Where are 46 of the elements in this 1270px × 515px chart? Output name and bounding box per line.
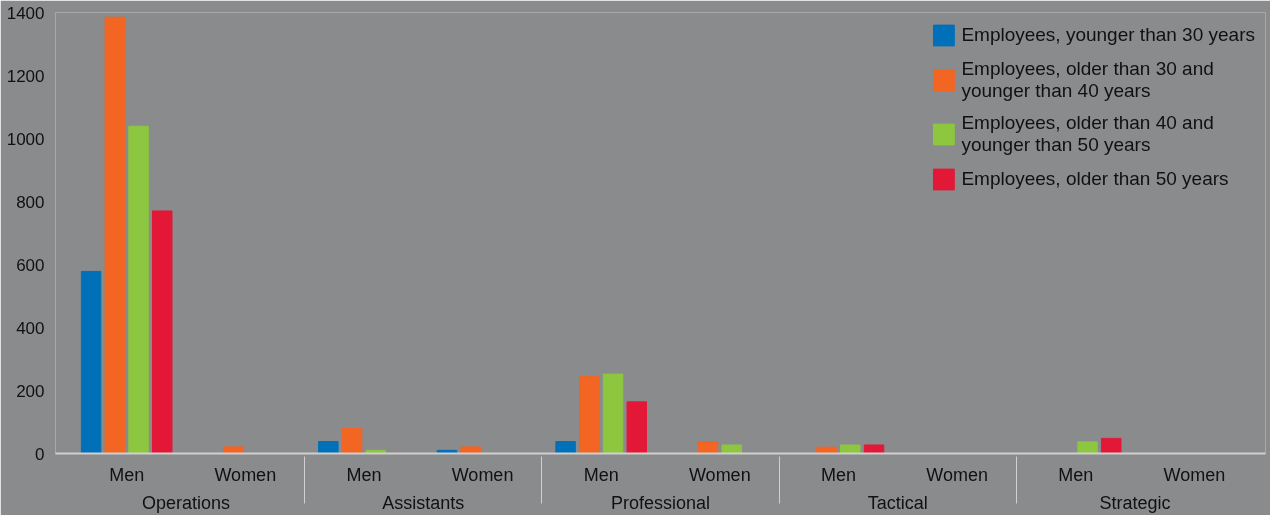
text: Strategic <box>1099 492 1171 513</box>
legend-label: Employees, older than 50 years <box>961 168 1229 190</box>
x-tick-label: Men <box>820 464 856 485</box>
bar <box>128 125 149 454</box>
bar <box>460 446 481 454</box>
y-tick-label: 1200 <box>6 66 45 86</box>
y-tick-label: 200 <box>16 381 45 401</box>
bar <box>104 16 126 454</box>
y-tick-label: 800 <box>16 192 45 212</box>
bar <box>863 444 885 454</box>
text: Assistants <box>382 492 465 513</box>
y-tick-label: 0 <box>35 444 45 464</box>
bar <box>1077 441 1098 454</box>
bar <box>152 210 173 454</box>
legend-label: Employees, younger than 30 years <box>961 24 1255 46</box>
bar <box>223 446 244 454</box>
x-tick-label: Men <box>1058 464 1094 485</box>
bar <box>80 270 102 454</box>
bar <box>697 441 719 454</box>
x-tick-label: Women <box>451 464 514 485</box>
legend-label: Employees, older than 40 and younger than 50 years <box>961 112 1214 156</box>
x-tick-label: Women <box>926 464 988 485</box>
y-tick-label: 600 <box>16 255 45 275</box>
bar <box>721 444 742 454</box>
bar <box>626 401 647 454</box>
x-tick-label: Men <box>346 464 382 485</box>
bar <box>1101 437 1122 454</box>
y-tick-label: 400 <box>16 318 45 338</box>
x-tick-label: Women <box>214 464 277 485</box>
y-tick-label: 1000 <box>6 129 45 149</box>
legend-label: Employees, older than 30 and younger than 40 years <box>961 58 1214 102</box>
bar <box>341 427 363 454</box>
x-tick-label: Men <box>583 464 619 485</box>
bar <box>840 444 861 454</box>
y-tick-label: 1400 <box>6 3 45 23</box>
bar <box>602 373 624 454</box>
x-tick-label: Women <box>1163 464 1226 485</box>
bar <box>555 441 576 454</box>
bar <box>579 376 600 454</box>
bar <box>318 441 339 454</box>
text: Operations <box>141 492 231 513</box>
bar <box>816 446 837 454</box>
x-tick-label: Men <box>109 464 145 485</box>
text: Tactical <box>867 492 928 513</box>
x-tick-label: Women <box>688 464 751 485</box>
text: Professional <box>610 492 711 513</box>
